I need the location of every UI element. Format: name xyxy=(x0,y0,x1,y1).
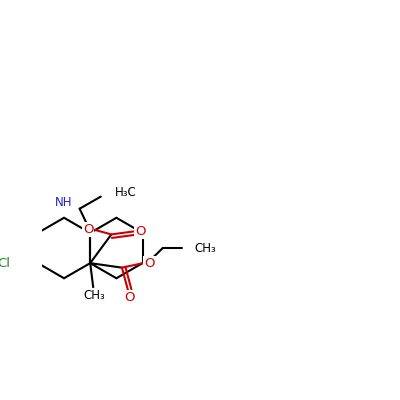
Text: H₃C: H₃C xyxy=(114,186,136,198)
Text: O: O xyxy=(83,223,93,236)
Text: O: O xyxy=(144,257,155,270)
Text: CH₃: CH₃ xyxy=(84,289,106,302)
Text: Cl: Cl xyxy=(0,257,11,270)
Text: CH₃: CH₃ xyxy=(194,242,216,254)
Text: O: O xyxy=(124,291,135,304)
Text: O: O xyxy=(136,225,146,238)
Text: NH: NH xyxy=(55,196,73,209)
